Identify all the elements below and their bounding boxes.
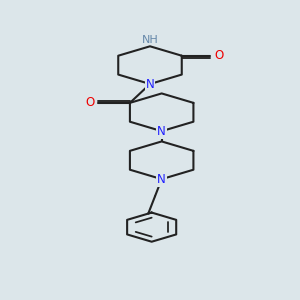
Text: NH: NH [142,34,158,45]
Text: O: O [85,96,94,110]
Text: N: N [157,124,166,138]
Text: N: N [157,172,166,186]
Text: O: O [214,49,223,62]
Text: N: N [146,77,154,91]
